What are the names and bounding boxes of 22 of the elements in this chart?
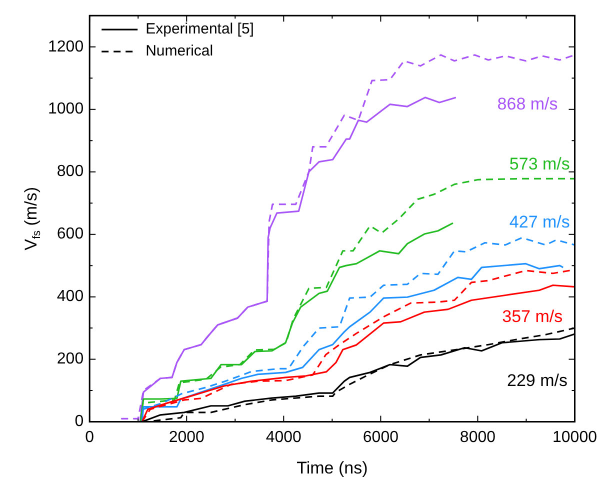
x-tick-label: 2000 — [168, 428, 205, 446]
x-axis-title: Time (ns) — [296, 458, 368, 478]
y-tick-label: 600 — [56, 226, 84, 243]
y-axis-title: Vfs (m/s) — [22, 187, 44, 250]
x-tick-label: 8000 — [460, 428, 496, 446]
x-tick-label: 6000 — [362, 428, 399, 446]
annotation: 229 m/s — [506, 370, 568, 390]
x-tick-label: 10000 — [552, 428, 598, 446]
y-tick-label: 0 — [74, 413, 84, 430]
annotation: 868 m/s — [497, 94, 558, 114]
annotation: 357 m/s — [502, 307, 563, 326]
annotation: 427 m/s — [509, 212, 570, 232]
y-tick-label: 1000 — [48, 100, 84, 118]
y-tick-label: 200 — [56, 350, 84, 368]
y-tick-label: 400 — [56, 288, 84, 306]
legend-label: Numerical — [146, 42, 214, 60]
y-tick-label: 1200 — [48, 38, 84, 56]
legend-label: Experimental [5] — [146, 20, 254, 38]
x-tick-label: 4000 — [266, 428, 302, 446]
annotation: 573 m/s — [509, 154, 570, 174]
line-series — [120, 54, 575, 420]
y-tick-label: 800 — [56, 163, 84, 180]
